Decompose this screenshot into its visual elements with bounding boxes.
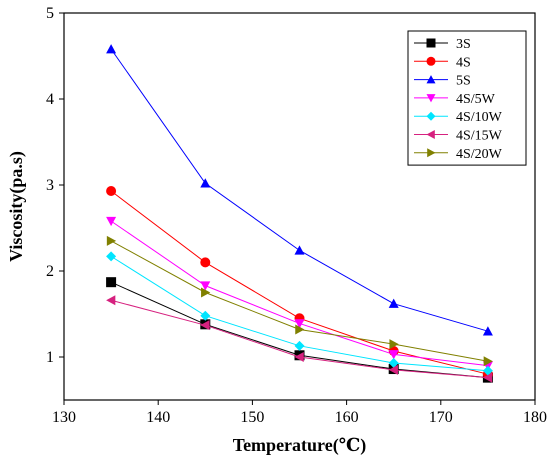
legend-item: 5S (414, 74, 471, 89)
legend-item: 4S/15W (414, 129, 503, 144)
x-tick-label: 150 (240, 409, 264, 426)
legend-marker (426, 75, 436, 84)
data-point (106, 251, 117, 262)
legend-item: 4S/5W (414, 92, 496, 107)
y-tick-label: 2 (46, 263, 54, 280)
data-point (106, 186, 117, 197)
data-point (294, 340, 305, 351)
data-point (200, 281, 211, 291)
data-point (482, 326, 493, 336)
data-point (388, 358, 399, 369)
x-tick-label: 140 (146, 409, 170, 426)
legend-label: 4S (456, 55, 471, 70)
series-5 (106, 295, 493, 383)
legend-item: 3S (414, 37, 471, 52)
legend-marker (426, 130, 435, 139)
data-point (200, 310, 211, 321)
y-tick-label: 5 (46, 5, 54, 22)
data-point (482, 372, 493, 383)
legend-marker (426, 56, 436, 66)
legend-label: 5S (456, 74, 471, 89)
legend-item: 4S/10W (414, 110, 503, 125)
data-point (482, 365, 493, 376)
plot-frame (63, 12, 536, 401)
data-point (483, 356, 493, 367)
series-layer (106, 44, 493, 383)
legend-label: 4S/5W (456, 92, 496, 107)
data-point (388, 350, 399, 360)
legend-label: 4S/20W (456, 147, 503, 162)
series-2 (106, 44, 493, 336)
data-point (200, 257, 211, 268)
legend-marker (426, 94, 436, 103)
series-4 (106, 251, 493, 376)
y-axis-title: Viscosity(pa.s) (6, 151, 27, 262)
y-tick-label: 4 (46, 91, 54, 108)
data-point (106, 216, 117, 227)
legend-marker (427, 148, 436, 158)
data-point (106, 44, 117, 54)
data-point (294, 319, 305, 329)
x-tick-label: 170 (429, 409, 453, 426)
legend: 3S 4S 5S 4S/5W 4S/10W 4S/15W 4S/20W (407, 30, 527, 166)
data-point (294, 245, 305, 255)
legend-item: 4S/20W (414, 147, 503, 162)
x-tick-label: 130 (52, 409, 76, 426)
legend-item: 4S (414, 55, 471, 70)
data-point (388, 364, 398, 375)
legend-label: 3S (456, 37, 471, 52)
data-point (200, 320, 210, 331)
data-point (106, 235, 117, 246)
data-point (201, 287, 211, 298)
data-point (389, 339, 399, 350)
data-point (294, 352, 304, 362)
legend-marker (426, 38, 436, 48)
series-6 (106, 235, 493, 367)
data-point (106, 295, 116, 306)
legend-marker (426, 111, 436, 121)
x-tick-label: 160 (335, 409, 359, 426)
data-point (200, 178, 211, 188)
x-tick-label: 180 (523, 409, 547, 426)
legend-label: 4S/15W (456, 129, 503, 144)
y-tick-label: 3 (46, 177, 54, 194)
data-point (106, 277, 117, 288)
y-tick-label: 1 (46, 349, 54, 366)
data-point (295, 324, 305, 335)
legend-label: 4S/10W (456, 110, 503, 125)
axes-layer: 130 140 150 160 170 180 1 2 3 4 5 (46, 5, 547, 426)
x-axis-title: Temperature(℃) (233, 435, 367, 456)
data-point (388, 298, 399, 308)
